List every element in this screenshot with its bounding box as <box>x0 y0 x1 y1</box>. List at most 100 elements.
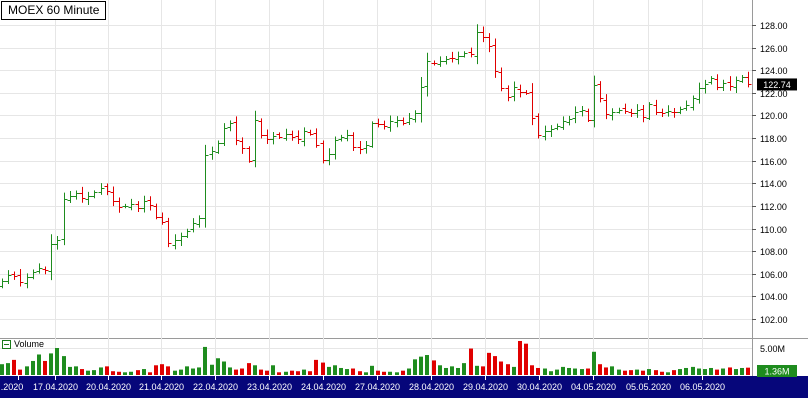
ohlc-bar <box>178 232 185 246</box>
y-tick-label: 112.00 <box>760 202 787 212</box>
volume-bar <box>136 370 140 375</box>
ohlc-bar <box>412 110 419 123</box>
volume-bar <box>493 356 497 375</box>
ohlc-bar <box>221 123 228 146</box>
ohlc-bar <box>48 234 55 281</box>
ohlc-bar <box>677 106 684 115</box>
time-axis-band <box>0 376 808 398</box>
ohlc-bar <box>646 102 653 120</box>
ohlc-bar <box>468 47 475 58</box>
volume-bar <box>586 368 590 375</box>
y-tick-label: 114.00 <box>760 179 787 189</box>
volume-bar <box>740 367 744 375</box>
ohlc-bar <box>233 116 240 146</box>
x-tick-label: 17.04.2020 <box>33 382 78 392</box>
ohlc-bar <box>400 117 407 126</box>
volume-bar <box>506 364 510 375</box>
y-tick-label: 116.00 <box>760 157 787 167</box>
ohlc-bar <box>449 51 456 63</box>
volume-bar <box>536 367 540 375</box>
ohlc-bar <box>431 60 438 66</box>
ohlc-bar <box>246 146 253 163</box>
ohlc-bar <box>492 38 499 78</box>
volume-bar <box>277 372 281 375</box>
volume-bar <box>358 371 362 375</box>
y-tick-label: 108.00 <box>760 247 788 257</box>
last-price-badge <box>757 78 797 91</box>
ohlc-bar <box>616 107 623 114</box>
ohlc-bar <box>640 105 647 123</box>
x-tick-label: 23.04.2020 <box>247 382 292 392</box>
ohlc-bar <box>696 82 703 104</box>
volume-bar <box>203 346 207 375</box>
volume-bar <box>438 365 442 375</box>
ohlc-bar <box>690 95 697 111</box>
ohlc-bar <box>720 79 727 92</box>
ohlc-bar <box>727 76 734 91</box>
volume-bar <box>512 366 516 375</box>
ohlc-bar <box>480 26 487 43</box>
ohlc-bar <box>196 215 203 228</box>
ohlc-bar <box>110 186 117 207</box>
volume-bar <box>129 371 133 375</box>
volume-bar <box>111 371 115 375</box>
ohlc-bar <box>258 118 265 139</box>
volume-panel-label: Volume <box>2 339 44 350</box>
volume-bar <box>210 364 214 375</box>
ohlc-bar <box>443 55 450 65</box>
ohlc-bar <box>73 190 80 200</box>
ohlc-bar <box>671 107 678 118</box>
x-tick-label: 21.04.2020 <box>139 382 184 392</box>
volume-bar <box>598 364 602 375</box>
x-tick-label: 04.05.2020 <box>571 382 616 392</box>
ohlc-bar <box>104 183 111 196</box>
volume-bar <box>253 365 257 375</box>
ohlc-bar <box>591 75 598 128</box>
ohlc-bar <box>239 137 246 154</box>
volume-bar <box>623 370 627 375</box>
ohlc-bar <box>659 108 666 118</box>
volume-bar <box>487 352 491 375</box>
volume-bar <box>0 364 4 375</box>
ohlc-bar <box>511 81 518 102</box>
volume-bar <box>43 360 47 375</box>
ohlc-bar <box>0 278 6 289</box>
volume-bar <box>105 366 109 375</box>
x-tick-label: 06.05.2020 <box>680 382 725 392</box>
volume-bar <box>327 366 331 375</box>
volume-bar <box>74 366 78 375</box>
volume-bar <box>604 367 608 375</box>
x-tick-label: 24.04.2020 <box>301 382 346 392</box>
collapse-icon[interactable] <box>2 340 11 349</box>
volume-bar <box>321 362 325 375</box>
ohlc-bar <box>394 116 401 128</box>
volume-bar <box>746 367 750 375</box>
volume-bar <box>678 369 682 375</box>
volume-bar <box>432 360 436 375</box>
ohlc-bar <box>135 201 142 213</box>
y-tick-label: 124.00 <box>760 66 788 76</box>
ohlc-bar <box>122 203 129 209</box>
y-tick-label: 128.00 <box>760 21 788 31</box>
ohlc-bar <box>572 106 579 124</box>
volume-bar <box>308 371 312 375</box>
ohlc-bar <box>424 52 431 97</box>
volume-bar <box>697 368 701 375</box>
volume-bar <box>475 365 479 375</box>
ohlc-bar <box>375 118 382 128</box>
ohlc-bar <box>523 90 530 95</box>
ohlc-bar <box>326 148 333 166</box>
ohlc-bar <box>585 108 592 123</box>
volume-bar <box>641 370 645 375</box>
volume-bar <box>290 370 294 375</box>
ohlc-bar <box>42 266 49 275</box>
x-tick-label: 29.04.2020 <box>463 382 508 392</box>
ohlc-bar <box>227 120 234 132</box>
volume-bar <box>413 359 417 375</box>
ohlc-bar <box>165 217 172 248</box>
ohlc-bar <box>387 115 394 132</box>
ohlc-bar <box>535 113 542 139</box>
ohlc-bar <box>91 190 98 199</box>
volume-bar <box>654 370 658 375</box>
